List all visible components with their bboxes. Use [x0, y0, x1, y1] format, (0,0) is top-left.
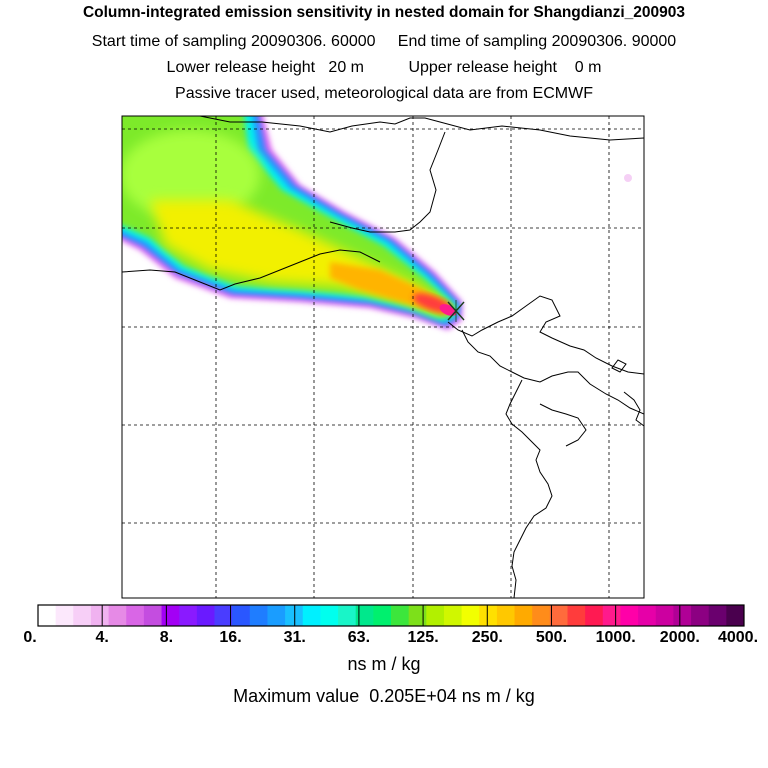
colorbar-tick-label: 250. [471, 629, 503, 646]
colorbar-cell [338, 605, 357, 626]
colorbar-cell [320, 605, 339, 626]
colorbar-cell [443, 605, 463, 626]
colorbar-cell [514, 605, 533, 626]
plume-patch-green-light [122, 130, 260, 220]
plume-speck [624, 174, 632, 182]
colorbar-cell [461, 605, 480, 626]
colorbar-cell [55, 605, 74, 626]
colorbar-cell [90, 605, 110, 626]
colorbar-cell [38, 605, 57, 626]
colorbar-cell [73, 605, 92, 626]
coastlines [122, 116, 644, 598]
border-line-north [199, 116, 644, 141]
colorbar-cells [38, 605, 745, 626]
coastline-jiangsu [505, 379, 553, 598]
colorbar-tick-label: 0. [23, 629, 37, 646]
colorbar-cell [602, 605, 621, 626]
chart-title: Column-integrated emission sensitivity i… [82, 4, 686, 21]
colorbar-cell [267, 605, 286, 626]
colorbar-cell [673, 605, 692, 626]
colorbar-cell [567, 605, 586, 626]
coastline-island [611, 359, 627, 373]
colorbar-cell [655, 605, 674, 626]
coastline-bay [539, 403, 587, 447]
colorbar-cell [196, 605, 215, 626]
colorbar-cell [373, 605, 392, 626]
receptor-marker [447, 300, 465, 322]
colorbar-cell [532, 605, 551, 626]
colorbar-cell [232, 605, 251, 626]
colorbar-tick-label: 4. [95, 629, 109, 646]
colorbar-tick-label: 4000. [717, 629, 759, 646]
colorbar-cell [302, 605, 321, 626]
colorbar-cell [161, 605, 180, 626]
colorbar-cell [408, 605, 427, 626]
colorbar-cell [108, 605, 127, 626]
border-line-east [329, 131, 446, 233]
sampling-time-line: Start time of sampling 20090306. 60000 E… [91, 33, 677, 50]
colorbar-cell [549, 605, 568, 626]
colorbar-tick-label: 125. [407, 629, 439, 646]
colorbar-tick-label: 1000. [595, 629, 636, 646]
colorbar-cell [179, 605, 198, 626]
colorbar-cell [214, 605, 233, 626]
colorbar-tick-label: 31. [283, 629, 306, 646]
max-value-label: Maximum value 0.205E+04 ns m / kg [233, 686, 535, 706]
colorbar-cell [126, 605, 145, 626]
colorbar-cell [708, 605, 727, 626]
colorbar-tick-label: 500. [535, 629, 568, 646]
colorbar-cell [726, 605, 745, 626]
colorbar-tick-label: 2000. [659, 629, 700, 646]
colorbar-cell [691, 605, 710, 626]
border-line-south [122, 249, 381, 291]
colorbar [37, 604, 745, 627]
colorbar-tick-label: 8. [159, 629, 174, 646]
map-frame [121, 115, 645, 599]
coastline-shandong [461, 329, 644, 415]
colorbar-cell [479, 605, 498, 626]
release-height-line: Lower release height 20 m Upper release … [166, 59, 602, 76]
colorbar-frame [37, 604, 745, 627]
colorbar-unit-label: ns m / kg [347, 654, 421, 674]
colorbar-cell [249, 605, 268, 626]
coastline-bohai [447, 295, 644, 375]
colorbar-cell [585, 605, 604, 626]
colorbar-tick-label: 16. [219, 629, 242, 646]
grid [122, 116, 644, 598]
colorbar-cell [143, 605, 163, 626]
plume [122, 116, 632, 330]
colorbar-cell [391, 605, 410, 626]
colorbar-cell [620, 605, 639, 626]
colorbar-tick-label: 63. [347, 629, 371, 646]
coastline-peninsula [623, 391, 644, 427]
colorbar-cell [638, 605, 657, 626]
colorbar-cell [426, 605, 445, 626]
colorbar-cell [355, 605, 374, 626]
colorbar-separators [101, 605, 681, 626]
colorbar-cell [496, 605, 516, 626]
colorbar-cell [285, 605, 304, 626]
tracer-info-line: Passive tracer used, meteorological data… [175, 85, 593, 102]
